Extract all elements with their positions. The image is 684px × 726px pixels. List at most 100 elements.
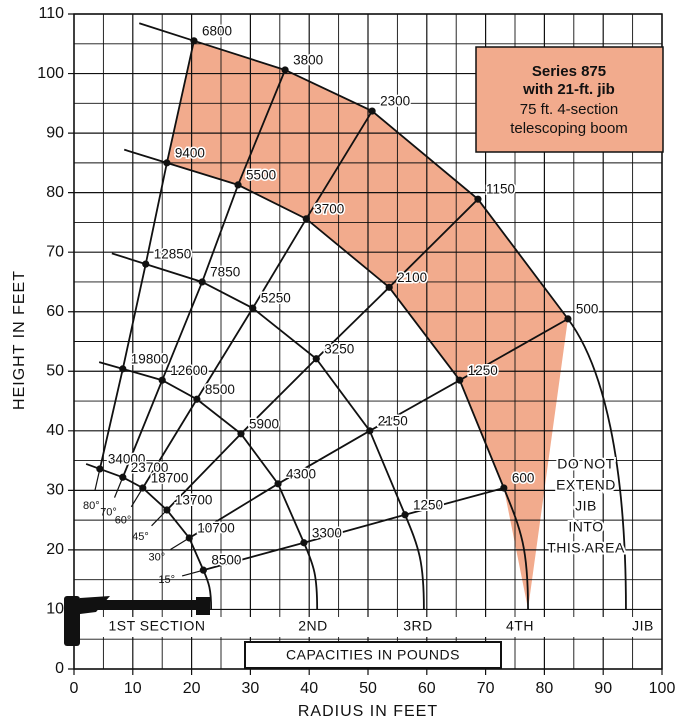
x-tick-label: 90 xyxy=(594,680,612,697)
crane-brace xyxy=(80,596,110,614)
capacity-label: 2300 xyxy=(380,94,410,109)
capacity-label: 10700 xyxy=(197,521,235,536)
x-tick-label: 30 xyxy=(242,680,260,697)
warning-note: JIB xyxy=(575,498,597,514)
capacity-label: 3800 xyxy=(293,53,323,68)
load-point xyxy=(198,278,206,286)
section-arc-extension xyxy=(502,487,529,610)
warning-note: INTO xyxy=(568,519,603,535)
shaded-region xyxy=(166,40,568,609)
load-point xyxy=(119,365,127,373)
load-point xyxy=(500,484,508,492)
section-arc xyxy=(122,368,305,544)
x-axis-label: RADIUS IN FEET xyxy=(298,703,438,720)
x-tick-label: 40 xyxy=(300,680,318,697)
x-tick-label: 10 xyxy=(124,680,142,697)
capacity-label: 8500 xyxy=(205,382,235,397)
warning-note: DO NOT xyxy=(557,456,614,472)
section-arc-extension xyxy=(303,542,319,610)
section-label: 2ND xyxy=(298,618,328,634)
x-tick-label: 60 xyxy=(418,680,436,697)
load-point xyxy=(190,37,198,45)
y-tick-label: 10 xyxy=(46,601,64,618)
capacity-label: 600 xyxy=(512,471,535,486)
capacity-label: 9400 xyxy=(175,145,205,160)
load-point xyxy=(312,355,320,363)
crane-end xyxy=(196,597,210,615)
title-line: Series 875 xyxy=(532,63,606,80)
y-tick-label: 90 xyxy=(46,124,64,141)
load-point xyxy=(249,304,257,312)
caption-box xyxy=(244,641,502,669)
load-point xyxy=(199,566,207,574)
load-point xyxy=(300,539,308,547)
capacity-label: 2100 xyxy=(397,270,427,285)
capacity-label: 34000 xyxy=(108,451,146,466)
subtitle-line: 75 ft. 4-section xyxy=(520,101,618,118)
section-arc-extension xyxy=(98,361,124,370)
load-point xyxy=(366,427,374,435)
load-point xyxy=(456,376,464,384)
x-tick-label: 0 xyxy=(70,680,79,697)
load-point xyxy=(139,484,147,492)
angle-label: 80° xyxy=(83,500,100,512)
load-point xyxy=(237,430,245,438)
capacity-label: 7850 xyxy=(210,265,240,280)
x-tick-label: 80 xyxy=(536,680,554,697)
y-tick-label: 50 xyxy=(46,362,64,379)
y-tick-label: 0 xyxy=(55,660,64,677)
boom-angle-stub xyxy=(181,569,204,577)
angle-label: 60° xyxy=(115,514,132,526)
capacity-label: 5900 xyxy=(249,416,279,431)
load-point xyxy=(401,511,409,519)
load-point xyxy=(158,376,166,384)
load-point xyxy=(564,315,572,323)
section-label: 1ST SECTION xyxy=(108,618,205,634)
section-arc-extension xyxy=(123,148,168,164)
section-band xyxy=(94,617,660,637)
warning-note: EXTEND xyxy=(556,477,616,493)
section-arc xyxy=(145,263,406,516)
capacity-label: 1250 xyxy=(413,497,443,512)
capacity-label: 3250 xyxy=(324,341,354,356)
capacity-label: 500 xyxy=(576,301,599,316)
y-tick-label: 70 xyxy=(46,243,64,260)
load-point xyxy=(281,66,289,74)
section-label: 3RD xyxy=(403,618,433,634)
angle-label: 30° xyxy=(148,552,165,564)
y-tick-label: 40 xyxy=(46,422,64,439)
section-arc-extension xyxy=(404,514,425,610)
load-point xyxy=(163,159,171,167)
y-tick-label: 80 xyxy=(46,184,64,201)
load-point xyxy=(274,480,282,488)
angle-label: 45° xyxy=(132,531,149,543)
x-tick-label: 70 xyxy=(477,680,495,697)
load-point xyxy=(185,534,193,542)
section-arc-extension xyxy=(111,252,147,265)
load-point xyxy=(193,395,201,403)
subtitle-line: telescoping boom xyxy=(510,120,628,137)
load-point xyxy=(385,283,393,291)
capacity-label: 2150 xyxy=(378,413,408,428)
title-box xyxy=(475,46,664,153)
capacity-label: 5500 xyxy=(246,167,276,182)
section-label: 4TH xyxy=(506,618,534,634)
boom-angle-stub xyxy=(113,477,124,498)
y-tick-label: 100 xyxy=(37,65,64,82)
load-point xyxy=(142,260,150,268)
x-tick-label: 20 xyxy=(183,680,201,697)
label-layer: 0 10 20 30 40 50 60 70 80 90 100 0 10 20 30 40 50 60 70 80 9… xyxy=(37,5,675,697)
crane-base xyxy=(64,596,210,646)
capacity-label: 3300 xyxy=(312,525,342,540)
y-axis-label: HEIGHT IN FEET xyxy=(11,270,28,410)
angle-label: 70° xyxy=(100,506,117,518)
y-tick-label: 60 xyxy=(46,303,64,320)
capacity-label: 12600 xyxy=(170,363,208,378)
boom-angle-stub xyxy=(151,509,168,527)
angle-label: 15° xyxy=(158,574,175,586)
capacity-label: 12850 xyxy=(154,247,192,262)
capacity-label: 3700 xyxy=(314,201,344,216)
x-tick-label: 50 xyxy=(359,680,377,697)
